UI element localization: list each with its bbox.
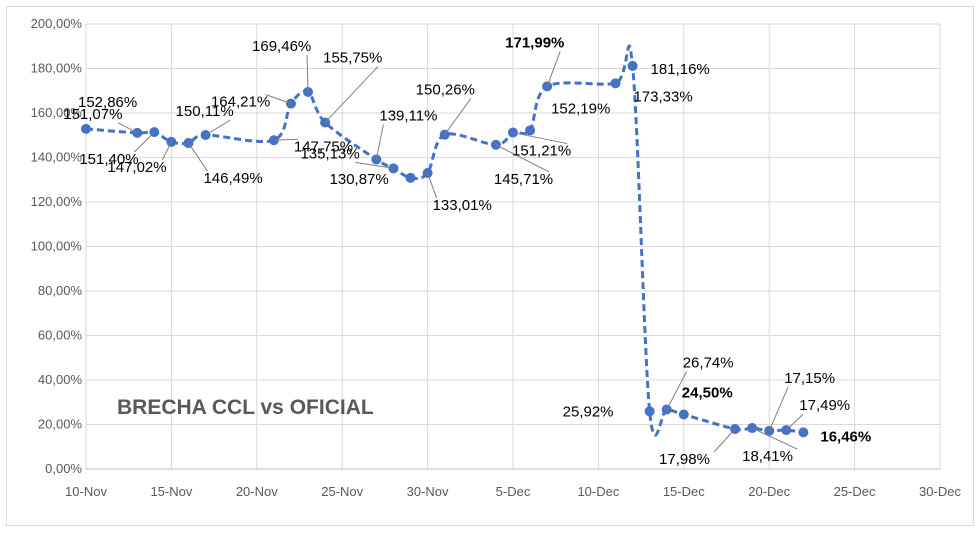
x-tick-label: 10-Nov [65, 484, 107, 499]
data-label-leader [444, 98, 472, 135]
data-label-leader [324, 66, 379, 123]
data-label: 169,46% [252, 38, 311, 55]
data-label-leader [273, 138, 298, 141]
data-label-leader [205, 119, 231, 136]
x-tick-label: 30-Nov [407, 484, 449, 499]
x-tick-label: 15-Dec [663, 484, 705, 499]
y-tick-label: 60,00% [38, 328, 83, 343]
y-tick-label: 180,00% [31, 61, 83, 76]
data-label-leader [133, 131, 155, 153]
y-tick-label: 0,00% [45, 461, 82, 476]
data-point [610, 78, 621, 89]
data-label-leader [785, 413, 804, 431]
data-label: 17,49% [799, 397, 850, 414]
data-label-leader [118, 122, 138, 134]
data-label: 25,92% [563, 403, 614, 420]
data-label: 146,49% [203, 170, 262, 187]
data-label: 181,16% [651, 61, 710, 78]
y-tick-label: 120,00% [31, 194, 83, 209]
data-label-leader [375, 124, 384, 160]
data-label: 130,87% [330, 171, 389, 188]
chart-title: BRECHA CCL vs OFICIAL [117, 396, 374, 419]
data-label-leader [713, 428, 736, 453]
data-label-leader [265, 94, 292, 105]
data-label: 150,26% [416, 82, 475, 99]
data-label: 18,41% [742, 448, 793, 465]
data-label: 145,71% [494, 171, 553, 188]
data-label: 155,75% [323, 49, 382, 66]
data-label-leader [546, 51, 561, 87]
data-point [678, 409, 689, 420]
data-label: 17,15% [784, 370, 835, 387]
x-tick-label: 30-Dec [919, 484, 961, 499]
data-label: 26,74% [683, 355, 734, 372]
data-label: 24,50% [682, 384, 733, 401]
data-label-leader [306, 54, 309, 92]
data-label-leader [751, 427, 798, 450]
data-label: 164,21% [211, 94, 270, 111]
x-tick-label: 15-Nov [150, 484, 192, 499]
data-label: 133,01% [433, 197, 492, 214]
data-point [644, 406, 655, 417]
y-tick-label: 160,00% [31, 105, 83, 120]
x-tick-label: 20-Dec [748, 484, 790, 499]
y-tick-label: 40,00% [38, 372, 83, 387]
data-label-leader [666, 371, 688, 410]
chart-frame [6, 6, 974, 526]
y-tick-label: 140,00% [31, 150, 83, 165]
data-label: 147,02% [107, 159, 166, 176]
data-label: 173,33% [633, 88, 692, 105]
data-label: 152,19% [551, 100, 610, 117]
x-tick-label: 25-Nov [321, 484, 363, 499]
data-label-leader [161, 141, 172, 161]
x-tick-label: 20-Nov [236, 484, 278, 499]
data-label: 147,75% [294, 138, 353, 155]
data-label: 135,13% [300, 145, 359, 162]
data-label-leader [355, 161, 394, 169]
x-tick-label: 10-Dec [577, 484, 619, 499]
data-label: 151,07% [63, 106, 122, 123]
x-tick-label: 25-Dec [834, 484, 876, 499]
y-tick-label: 100,00% [31, 239, 83, 254]
data-label: 150,11% [176, 103, 234, 120]
y-tick-label: 80,00% [38, 283, 83, 298]
data-label-leader [427, 172, 438, 199]
data-point [627, 60, 638, 71]
data-label: 17,98% [659, 451, 710, 468]
data-label: 171,99% [505, 34, 564, 51]
data-point [525, 125, 536, 136]
data-point [405, 172, 416, 183]
data-label: 139,11% [379, 107, 437, 124]
x-tick-label: 5-Dec [496, 484, 531, 499]
data-point [798, 427, 809, 438]
data-label-leader [512, 132, 568, 145]
y-tick-label: 200,00% [31, 16, 83, 31]
data-label-leader [768, 386, 789, 432]
y-tick-label: 20,00% [38, 417, 83, 432]
data-point [81, 123, 91, 134]
data-label-leader [188, 142, 208, 172]
data-label-leader [495, 144, 550, 173]
data-label: 151,40% [79, 151, 138, 168]
data-label: 16,46% [820, 428, 871, 445]
data-label: 151,21% [512, 143, 571, 160]
data-label: 152,86% [78, 94, 137, 111]
